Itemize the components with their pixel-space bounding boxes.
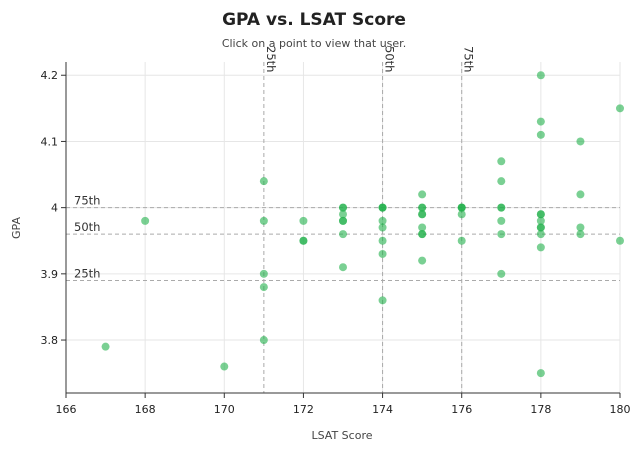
data-point[interactable] — [576, 137, 585, 146]
data-point[interactable] — [418, 223, 427, 232]
data-point[interactable] — [259, 269, 268, 278]
y-tick-label: 3.8 — [41, 334, 59, 347]
data-point[interactable] — [576, 223, 585, 232]
data-point[interactable] — [339, 230, 347, 239]
data-point[interactable] — [378, 236, 387, 245]
data-point[interactable] — [497, 177, 506, 186]
data-point[interactable] — [339, 216, 347, 225]
lsat-percentile-label: 25th — [264, 46, 278, 72]
x-tick-label: 178 — [530, 403, 551, 416]
data-point[interactable] — [418, 210, 427, 219]
data-point[interactable] — [616, 236, 624, 245]
data-point[interactable] — [457, 236, 466, 245]
data-points[interactable] — [101, 71, 624, 378]
data-point[interactable] — [378, 249, 387, 258]
data-point[interactable] — [497, 269, 506, 278]
data-point[interactable] — [259, 177, 268, 186]
data-point[interactable] — [536, 230, 545, 239]
data-point[interactable] — [576, 230, 585, 239]
gpa-percentile-label: 75th — [74, 194, 100, 208]
chart-subtitle: Click on a point to view that user. — [222, 37, 406, 50]
data-point[interactable] — [101, 342, 110, 351]
data-point[interactable] — [457, 203, 466, 212]
lsat-percentile-label: 75th — [462, 46, 476, 72]
data-point[interactable] — [497, 203, 506, 212]
data-point[interactable] — [576, 190, 585, 199]
data-point[interactable] — [339, 203, 347, 212]
data-point[interactable] — [418, 203, 427, 212]
data-point[interactable] — [457, 210, 466, 219]
data-point[interactable] — [536, 223, 545, 232]
data-point[interactable] — [339, 263, 347, 272]
x-tick-label: 170 — [214, 403, 235, 416]
x-tick-label: 172 — [293, 403, 314, 416]
data-point[interactable] — [259, 336, 268, 345]
data-point[interactable] — [536, 216, 545, 225]
data-point[interactable] — [259, 216, 268, 225]
y-tick-label: 4.2 — [41, 69, 59, 82]
lsat-percentile-label: 50th — [383, 46, 397, 72]
data-point[interactable] — [536, 210, 545, 219]
data-point[interactable] — [378, 223, 387, 232]
x-tick-label: 168 — [135, 403, 156, 416]
data-point[interactable] — [378, 203, 387, 212]
data-point[interactable] — [536, 130, 545, 139]
gpa-percentile-label: 50th — [74, 220, 100, 234]
x-tick-label: 174 — [372, 403, 393, 416]
data-point[interactable] — [299, 216, 308, 225]
y-axis-title: GPA — [10, 217, 23, 239]
data-point[interactable] — [536, 243, 545, 252]
axes: 166 168 170 172 174 176 178 180 3.8 3.9 4 4.1 4.2 — [41, 62, 631, 416]
data-point[interactable] — [418, 230, 427, 239]
x-tick-label: 166 — [56, 403, 77, 416]
data-point[interactable] — [418, 190, 427, 199]
y-tick-label: 3.9 — [41, 268, 59, 281]
data-point[interactable] — [497, 216, 506, 225]
data-point[interactable] — [299, 236, 308, 245]
data-point[interactable] — [220, 362, 229, 371]
chart-title: GPA vs. LSAT Score — [222, 10, 406, 30]
x-tick-label: 180 — [610, 403, 631, 416]
data-point[interactable] — [536, 369, 545, 378]
data-point[interactable] — [497, 230, 506, 239]
y-tick-label: 4.1 — [41, 135, 59, 148]
data-point[interactable] — [536, 117, 545, 126]
data-point[interactable] — [378, 296, 387, 305]
data-point[interactable] — [616, 104, 624, 113]
y-tick-label: 4 — [51, 202, 58, 215]
data-point[interactable] — [141, 216, 150, 225]
x-tick-label: 176 — [451, 403, 472, 416]
data-point[interactable] — [418, 256, 427, 265]
data-point[interactable] — [497, 157, 506, 166]
x-axis-title: LSAT Score — [311, 429, 372, 442]
gpa-percentile-label: 25th — [74, 266, 100, 280]
data-point[interactable] — [536, 71, 545, 80]
data-point[interactable] — [339, 210, 347, 219]
data-point[interactable] — [259, 283, 268, 292]
data-point[interactable] — [378, 216, 387, 225]
